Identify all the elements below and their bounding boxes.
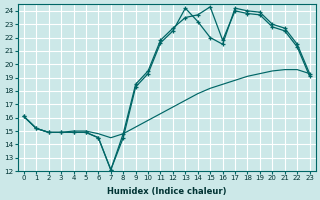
- X-axis label: Humidex (Indice chaleur): Humidex (Indice chaleur): [107, 187, 227, 196]
